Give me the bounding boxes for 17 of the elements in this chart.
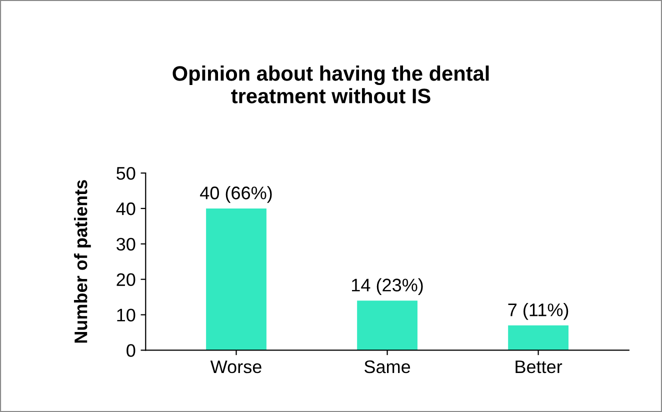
bar <box>357 300 418 350</box>
y-tick-label: 40 <box>116 202 136 216</box>
y-axis-title: Number of patients <box>74 180 91 343</box>
y-tick-label: 0 <box>126 344 136 357</box>
y-tick-label: 10 <box>117 308 136 322</box>
y-tick-label: 30 <box>116 238 136 251</box>
y-tick-label: 50 <box>116 166 136 180</box>
data-label: 7 (11%) <box>508 303 568 320</box>
bar <box>206 208 266 350</box>
y-tick-label: 20 <box>116 273 136 286</box>
bar <box>508 325 568 350</box>
x-tick-label: Same <box>364 360 410 374</box>
x-tick-label: Worse <box>210 360 262 374</box>
chart-title: Opinion about having the dental treatment without IS <box>172 66 489 104</box>
data-label: 40 (66%) <box>200 186 272 203</box>
x-tick-label: Better <box>516 360 562 374</box>
data-label: 14 (23%) <box>352 278 423 296</box>
